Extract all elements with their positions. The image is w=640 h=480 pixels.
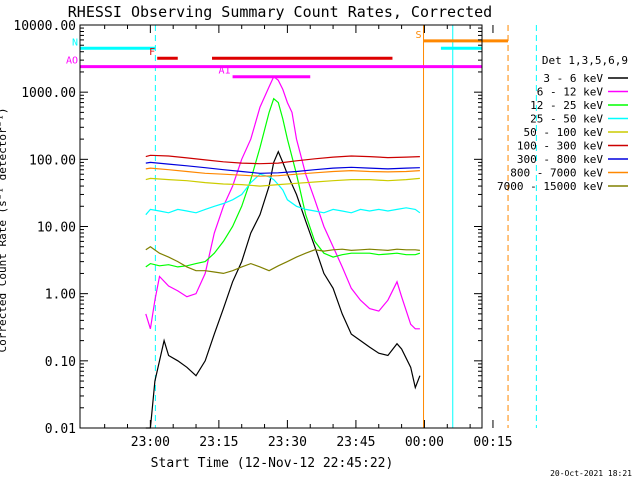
- y-tick-label: 0.10: [45, 355, 76, 370]
- y-tick-label: 10000.00: [13, 19, 76, 34]
- y-tick-label: 10.00: [37, 221, 76, 236]
- flag-bar-label: N: [72, 37, 78, 48]
- y-tick-label: 0.01: [45, 422, 76, 437]
- series-line: [145, 245, 420, 275]
- legend-label: 25 - 50 keV: [530, 113, 603, 126]
- x-axis-label: Start Time (12-Nov-12 22:45:22): [151, 456, 394, 471]
- legend-label: 6 - 12 keV: [537, 86, 604, 99]
- legend-label: 7000 - 15000 keV: [497, 180, 603, 193]
- axes: 10000.00 1000.00 100.00 10.00 1.00 0.10 0.01 23…: [13, 19, 512, 450]
- y-tick-label: 100.00: [29, 153, 76, 168]
- flag-bar-label: S: [415, 30, 421, 41]
- flag-lines: [154, 25, 537, 428]
- series-line: [145, 167, 420, 177]
- series-line: [145, 154, 420, 165]
- x-tick-label: 23:15: [199, 435, 238, 450]
- legend-label: 300 - 800 keV: [517, 153, 603, 166]
- legend-title: Det 1,3,5,6,9: [542, 54, 628, 67]
- series-line: [145, 161, 420, 174]
- x-tick-label: 00:15: [473, 435, 512, 450]
- flag-bar-label: A1: [219, 66, 231, 77]
- legend-label: 50 - 100 keV: [524, 126, 604, 139]
- footer-date: 20-Oct-2021 18:21: [550, 469, 632, 478]
- x-tick-label: 00:00: [405, 435, 444, 450]
- flag-bar-label: F: [149, 47, 155, 58]
- flag-bars: N S F AO A1: [66, 30, 509, 79]
- series-line: [145, 150, 421, 429]
- y-tick-label: 1.00: [45, 288, 76, 303]
- legend-label: 800 - 7000 keV: [510, 167, 603, 180]
- series-line: [145, 97, 421, 268]
- x-tick-label: 23:45: [336, 435, 375, 450]
- chart-title: RHESSI Observing Summary Count Rates, Co…: [68, 3, 492, 21]
- y-axis-label: Corrected Count Rate (s⁻¹ detector⁻¹): [0, 107, 9, 352]
- legend-label: 100 - 300 keV: [517, 140, 603, 153]
- series-line: [145, 173, 421, 216]
- y-tick-label: 1000.00: [21, 86, 76, 101]
- x-tick-label: 23:30: [268, 435, 307, 450]
- series-line: [145, 75, 420, 330]
- flag-bar-label: AO: [66, 56, 78, 67]
- x-tick-label: 23:00: [131, 435, 170, 450]
- series-layer: [145, 75, 421, 429]
- legend-label: 12 - 25 keV: [530, 99, 603, 112]
- legend-label: 3 - 6 keV: [543, 72, 603, 85]
- series-line: [145, 177, 420, 187]
